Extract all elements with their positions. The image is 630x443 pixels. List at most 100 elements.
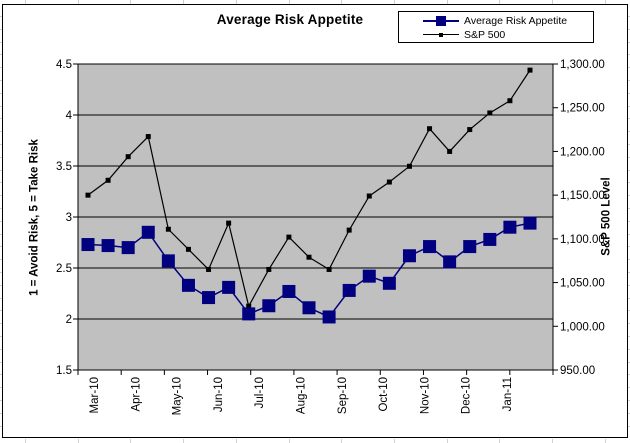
series-marker-risk-appetite [101,239,115,253]
x-axis-tick-label: Dec-10 [461,377,473,414]
spreadsheet-gridline [628,106,630,107]
spreadsheet-gridline [628,29,630,30]
spreadsheet-gridline [0,374,2,375]
series-marker-risk-appetite [81,238,95,252]
x-axis-tick-label: Apr-10 [130,377,142,412]
series-marker-risk-appetite [121,241,135,255]
series-marker-sp500 [226,220,232,226]
y2-axis-tick-label: 1,150.00 [560,190,605,202]
spreadsheet-gridline [605,439,606,443]
series-marker-risk-appetite [181,278,195,292]
y2-axis-tick-label: 1,300.00 [560,59,605,71]
y2-axis-tick-label: 950.00 [560,365,595,377]
spreadsheet-gridline [628,157,630,158]
spreadsheet-gridline [0,234,2,235]
y2-axis-tick-label: 1,100.00 [560,234,605,246]
spreadsheet-gridline [289,439,290,443]
spreadsheet-gridline [628,310,630,311]
spreadsheet-gridline [628,16,630,17]
spreadsheet-gridline [605,0,606,4]
spreadsheet-gridline [628,362,630,363]
spreadsheet-gridline [628,234,630,235]
series-marker-sp500 [246,303,252,309]
spreadsheet-gridline [628,67,630,68]
y2-axis-tick-label: 1,050.00 [560,278,605,290]
spreadsheet-gridline [628,323,630,324]
x-axis-tick-label: Aug-10 [296,377,308,414]
spreadsheet-gridline [0,54,2,55]
series-marker-sp500 [386,179,392,185]
spreadsheet-gridline [0,16,2,17]
series-marker-risk-appetite [262,299,276,313]
x-axis-tick-label: Sep-10 [337,377,349,414]
series-marker-risk-appetite [342,283,356,297]
spreadsheet-gridline [341,0,342,4]
spreadsheet-gridline [628,272,630,273]
spreadsheet-gridline [130,439,131,443]
y-axis-tick-label: 3.5 [56,161,72,173]
spreadsheet-gridline [0,285,2,286]
legend-label-risk-appetite: Average Risk Appetite [464,15,568,27]
series-marker-sp500 [427,126,433,132]
series-marker-risk-appetite [463,240,477,254]
y-axis-tick-label: 2.5 [56,263,72,275]
spreadsheet-gridline [0,208,2,209]
x-axis-tick-label: Jul-10 [254,377,266,408]
spreadsheet-gridline [0,182,2,183]
y2-axis-tick-label: 1,250.00 [560,103,605,115]
spreadsheet-gridline [0,259,2,260]
spreadsheet-gridline [0,387,2,388]
y2-axis-tick-label: 1,200.00 [560,146,605,158]
series-marker-sp500 [487,110,493,116]
spreadsheet-gridline [499,0,500,4]
spreadsheet-gridline [552,0,553,4]
spreadsheet-gridline [628,182,630,183]
series-marker-sp500 [306,254,312,260]
spreadsheet-gridline [0,195,2,196]
series-marker-risk-appetite [161,254,175,268]
spreadsheet-gridline [628,374,630,375]
spreadsheet-gridline [628,400,630,401]
series-marker-risk-appetite [523,216,537,230]
series-marker-sp500 [326,266,332,272]
spreadsheet-gridline [0,131,2,132]
spreadsheet-gridline [0,413,2,414]
spreadsheet-gridline [0,106,2,107]
spreadsheet-gridline [0,298,2,299]
series-marker-risk-appetite [202,291,216,305]
y-axis-title-right: S&P 500 Level [600,177,613,256]
y-axis-tick-label: 1.5 [56,365,72,377]
spreadsheet-gridline [0,157,2,158]
series-marker-sp500 [206,266,212,272]
series-marker-sp500 [85,192,91,198]
legend-entry-risk-appetite: Average Risk Appetite [399,14,593,28]
spreadsheet-gridline [0,42,2,43]
legend-label-sp500: S&P 500 [464,29,506,41]
y-axis-tick-label: 4 [66,110,73,122]
spreadsheet-gridline [0,349,2,350]
spreadsheet-gridline [78,0,79,4]
series-marker-risk-appetite [423,240,437,254]
spreadsheet-gridline [0,246,2,247]
spreadsheet-gridline [0,336,2,337]
spreadsheet-gridline [236,439,237,443]
spreadsheet-gridline [0,362,2,363]
plot-border [77,63,554,371]
spreadsheet-gridline [628,170,630,171]
spreadsheet-gridline [394,439,395,443]
series-marker-sp500 [406,163,412,169]
series-marker-risk-appetite [242,307,256,321]
spreadsheet-gridline [628,426,630,427]
spreadsheet-gridline [0,93,2,94]
spreadsheet-gridline [341,439,342,443]
series-marker-sp500 [507,98,513,104]
spreadsheet-gridline [183,0,184,4]
x-axis-tick-label: Mar-10 [89,377,101,413]
spreadsheet-gridline [0,272,2,273]
series-marker-sp500 [185,246,191,252]
spreadsheet-gridline [0,29,2,30]
series-marker-risk-appetite [141,225,155,239]
series-marker-risk-appetite [222,280,236,294]
